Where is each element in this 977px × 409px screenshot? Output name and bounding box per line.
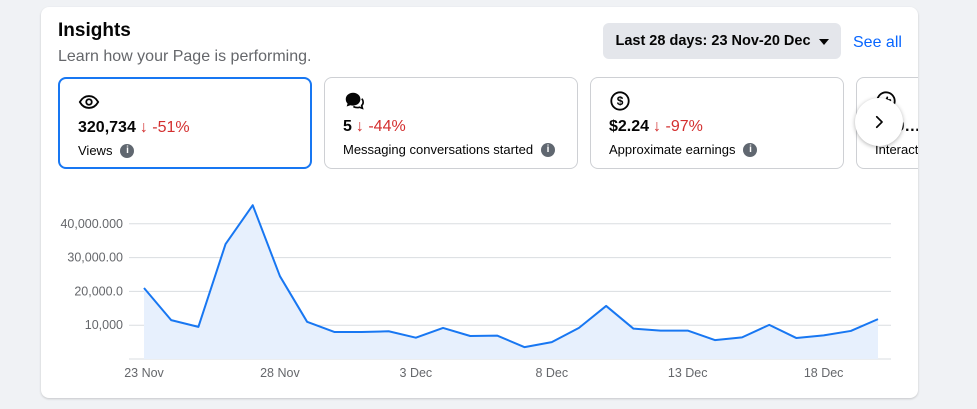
see-all-link[interactable]: See all (853, 34, 902, 51)
metric-label: Views (78, 143, 113, 158)
eye-icon (78, 95, 100, 109)
views-chart: 40,000.000 30,000.00 20,000.0 10,000 23 Nov 2… (60, 204, 891, 380)
dollar-icon: $ (610, 91, 630, 111)
y-tick-label: 30,000.00 (67, 251, 123, 265)
chat-bubbles-icon (345, 92, 364, 110)
info-icon[interactable]: i (120, 143, 135, 158)
metric-card-messaging[interactable]: 5 ↓ -44% Messaging conversations started … (324, 77, 578, 169)
x-tick-label: 8 Dec (535, 366, 568, 380)
caret-down-icon (818, 39, 829, 45)
y-tick-label: 40,000.000 (60, 217, 123, 231)
chevron-right-icon (875, 115, 883, 129)
metric-change: ↓ -44% (355, 118, 406, 135)
insights-card: Insights Learn how your Page is performi… (41, 7, 918, 398)
svg-text:$: $ (617, 94, 624, 108)
metric-label: Interact… (875, 142, 918, 157)
metric-label: Messaging conversations started (343, 142, 534, 157)
x-tick-label: 18 Dec (804, 366, 844, 380)
metric-value: 5 ↓ -44% (343, 118, 406, 135)
series-line (143, 204, 879, 349)
date-range-dropdown[interactable]: Last 28 days: 23 Nov-20 Dec (603, 23, 841, 59)
x-tick-label: 23 Nov (124, 366, 164, 380)
page-title: Insights (58, 20, 131, 41)
metric-label: Approximate earnings (609, 142, 736, 157)
x-tick-label: 13 Dec (668, 366, 708, 380)
metric-change: ↓ -51% (139, 119, 190, 136)
metric-card-views[interactable]: 320,734 ↓ -51% Views i (58, 77, 312, 169)
metric-change: ↓ -97% (653, 118, 703, 135)
y-tick-label: 10,000 (85, 318, 123, 332)
next-arrow-button[interactable] (855, 98, 903, 146)
x-tick-label: 3 Dec (400, 366, 433, 380)
info-icon[interactable]: i (743, 142, 758, 157)
x-tick-label: 28 Nov (260, 366, 300, 380)
series-area (144, 205, 878, 359)
info-icon[interactable]: i (541, 142, 556, 157)
metric-value: 320,734 ↓ -51% (78, 119, 190, 136)
metric-cards-row: 320,734 ↓ -51% Views i 5 ↓ -44% Messaging … (58, 77, 918, 169)
y-tick-label: 20,000.0 (74, 284, 123, 298)
date-range-label: Last 28 days: 23 Nov-20 Dec (615, 33, 811, 49)
metric-card-earnings[interactable]: $ $2.24 ↓ -97% Approximate earnings i (590, 77, 844, 169)
page-subtitle: Learn how your Page is performing. (58, 48, 312, 65)
metric-value: $2.24 ↓ -97% (609, 118, 703, 135)
